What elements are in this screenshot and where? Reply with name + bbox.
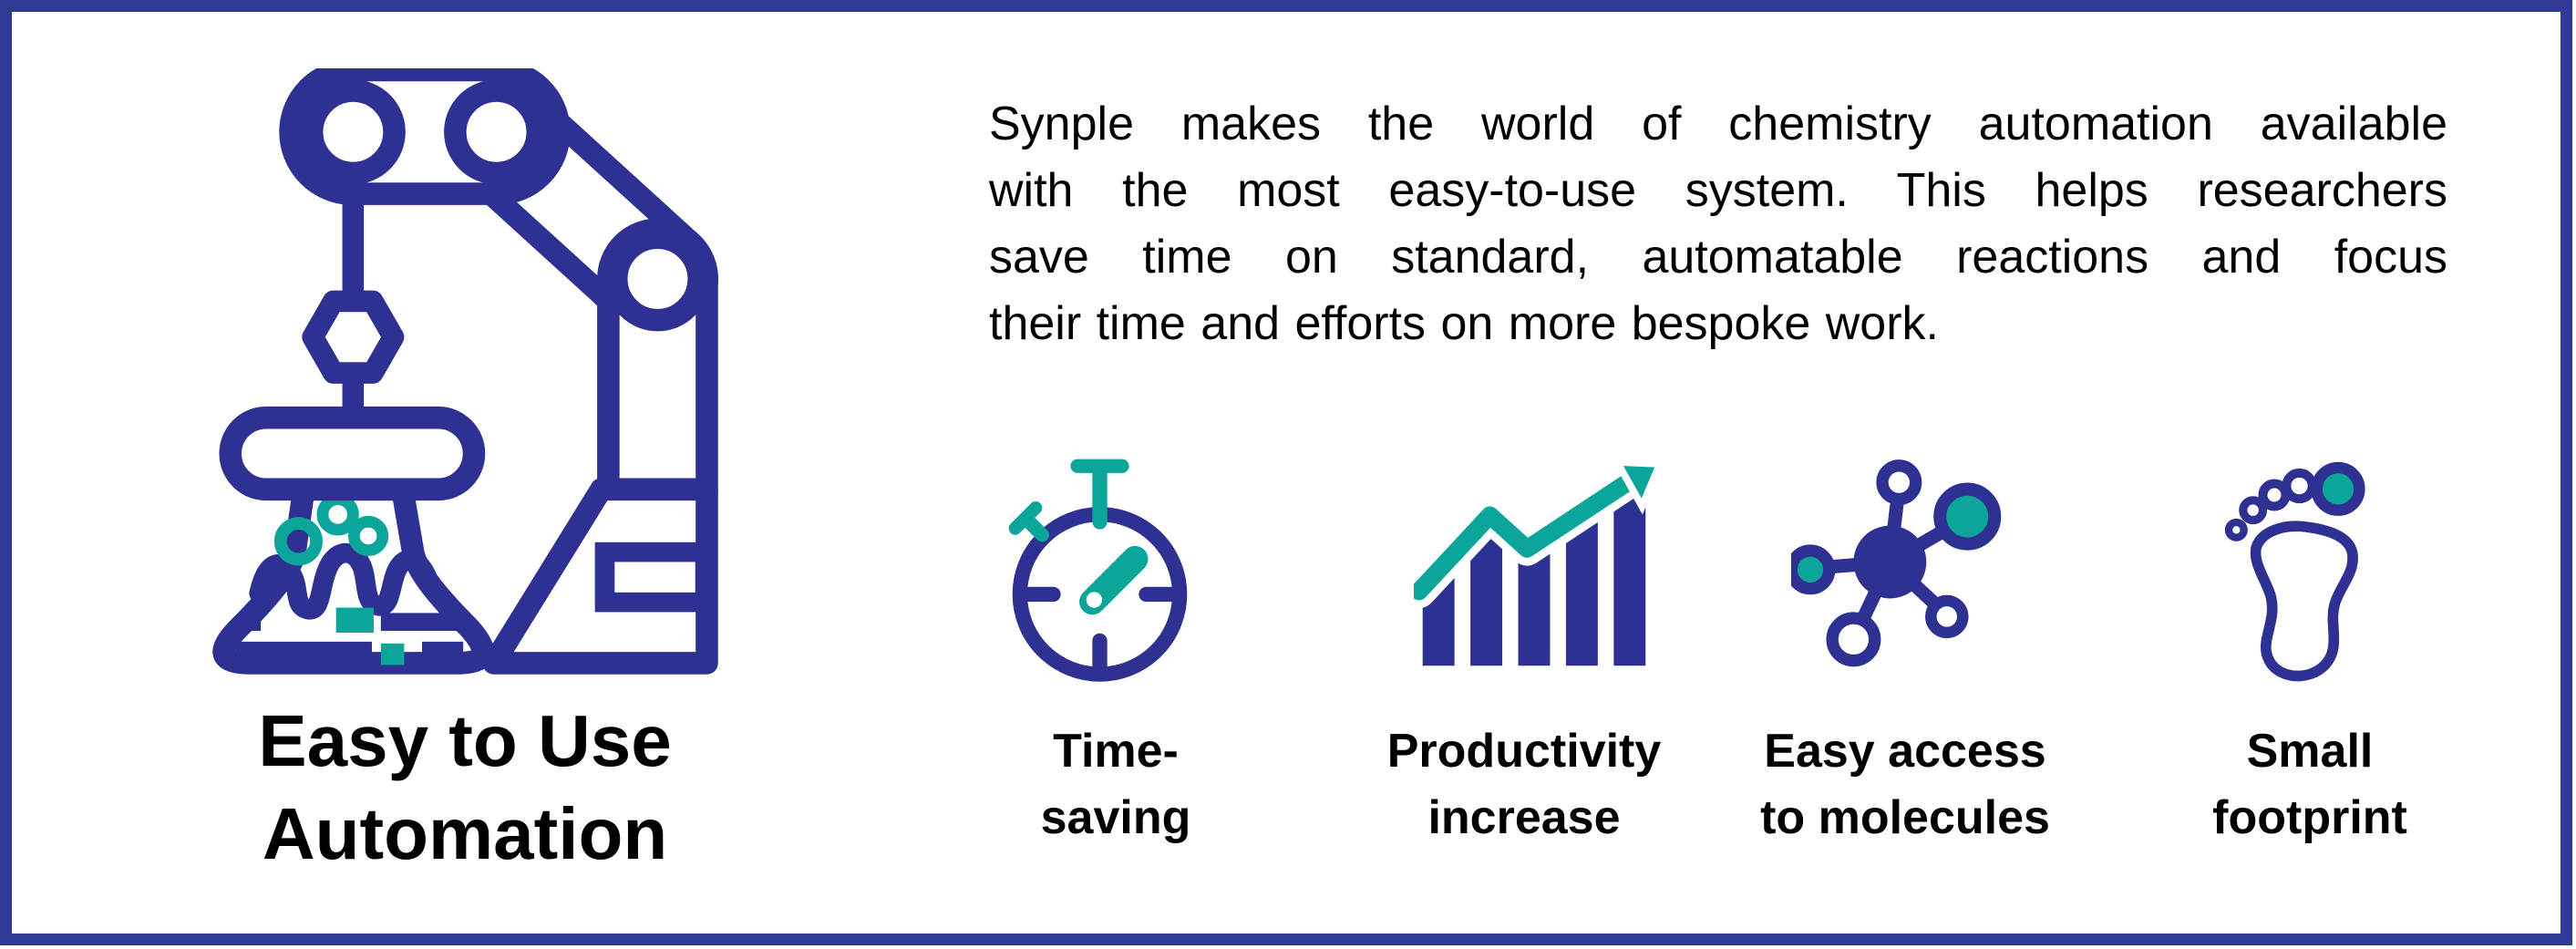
intro-line: save time on standard, automatable react… — [989, 231, 2447, 284]
intro-paragraph: Synple makes the world of chemistry auto… — [989, 91, 2447, 357]
big-toe — [2311, 461, 2365, 516]
page-title: Easy to Use Automation — [258, 700, 672, 874]
feature-label-time-saving: Time- saving — [1040, 725, 1191, 844]
intro-line: with the most easy-to-use system. This h… — [989, 164, 2447, 217]
feature-label-productivity: Productivity increase — [1386, 725, 1662, 844]
liquid-stripes — [235, 613, 464, 660]
sole — [2250, 521, 2358, 682]
flask-rim — [219, 406, 486, 501]
stopwatch-icon — [1008, 459, 1188, 682]
intro-line: their time and efforts on more bespoke w… — [989, 297, 1939, 350]
robot-arm-flask-icon — [212, 68, 718, 675]
toes — [2224, 461, 2365, 542]
molecule-icon — [1791, 459, 2002, 667]
liquid-wave — [249, 542, 441, 620]
feature-label-easy-access: Easy access to molecules — [1760, 725, 2050, 844]
feature-label-small-footprint: Small footprint — [2212, 725, 2407, 844]
growth-line — [1414, 474, 1635, 601]
bars — [1422, 480, 1646, 666]
bar-chart-growth-icon — [1414, 460, 1665, 666]
footprint-icon — [2224, 461, 2365, 682]
arrow-head — [1612, 460, 1665, 515]
liquid-highlights — [335, 607, 405, 665]
gripper — [302, 172, 405, 407]
robot-arm — [279, 68, 718, 675]
center-atom — [1853, 525, 1927, 599]
flask — [212, 406, 495, 675]
intro-line: Synple makes the world of chemistry auto… — [989, 98, 2447, 150]
